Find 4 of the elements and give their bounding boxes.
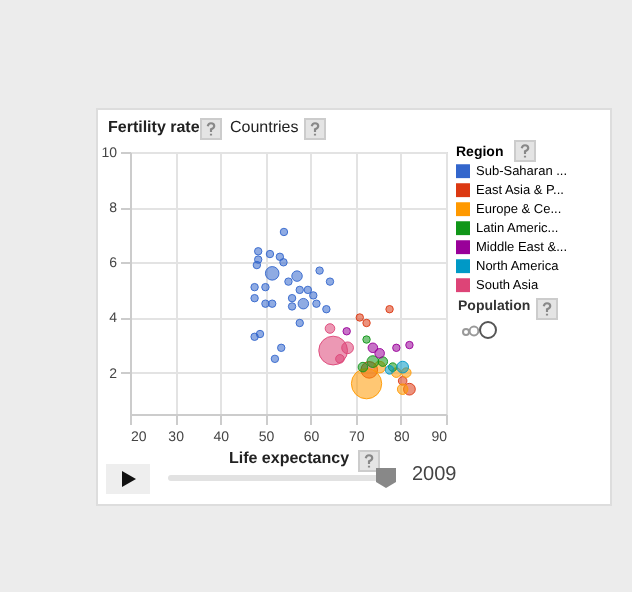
x-axis-title: Life expectancy xyxy=(228,449,351,467)
y-axis-title: Fertility rate xyxy=(108,118,200,136)
text: Countries xyxy=(230,118,299,136)
text: 2009 xyxy=(412,464,457,486)
